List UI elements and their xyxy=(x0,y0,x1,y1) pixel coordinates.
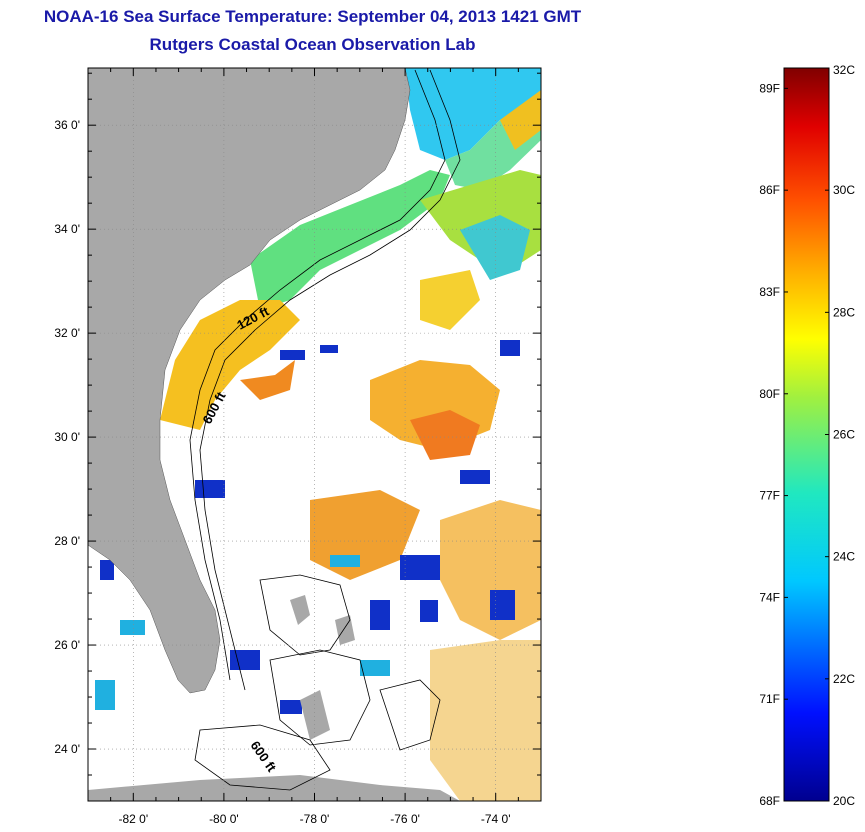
longitude-labels: -82 0' -80 0' -78 0' -76 0' -74 0' xyxy=(118,812,510,826)
lon-tick-label: -74 0' xyxy=(481,812,511,826)
latitude-labels: 24 0' 26 0' 28 0' 30 0' 32 0' 34 0' 36 0' xyxy=(54,118,80,756)
sst-region-southeast-pale xyxy=(430,640,541,801)
land-bahamas-abaco xyxy=(335,615,355,645)
chart-title: NOAA-16 Sea Surface Temperature: Septemb… xyxy=(43,7,582,26)
lon-tick-label: -80 0' xyxy=(209,812,239,826)
lat-tick-label: 32 0' xyxy=(54,326,80,340)
land-bahamas-andros xyxy=(300,690,330,740)
lon-tick-label: -78 0' xyxy=(300,812,330,826)
lat-tick-label: 34 0' xyxy=(54,222,80,236)
land-southeast-us xyxy=(88,68,411,694)
lat-tick-label: 28 0' xyxy=(54,534,80,548)
lat-tick-label: 36 0' xyxy=(54,118,80,132)
isobath-contours xyxy=(189,69,461,791)
lon-tick-label: -82 0' xyxy=(118,812,148,826)
chart-subtitle: Rutgers Coastal Ocean Observation Lab xyxy=(149,35,476,54)
lat-tick-label: 26 0' xyxy=(54,638,80,652)
sst-region-shelf-yellow xyxy=(160,300,300,430)
lon-tick-label: -76 0' xyxy=(390,812,420,826)
sst-region-east-orange xyxy=(440,500,541,640)
lat-tick-label: 30 0' xyxy=(54,430,80,444)
lat-tick-label: 24 0' xyxy=(54,742,80,756)
map-axes xyxy=(88,68,541,801)
land-bahamas-grand xyxy=(290,595,310,625)
land-cuba xyxy=(88,775,460,801)
